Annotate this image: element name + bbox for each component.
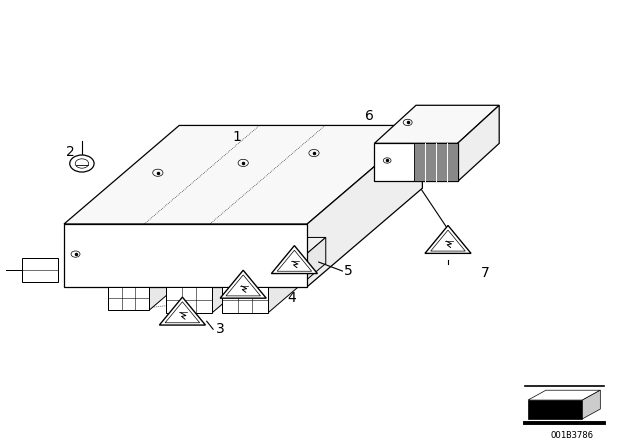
Polygon shape xyxy=(212,237,270,313)
Polygon shape xyxy=(528,390,600,400)
Polygon shape xyxy=(374,105,499,143)
Polygon shape xyxy=(22,258,58,282)
Polygon shape xyxy=(307,125,422,287)
Text: 2: 2 xyxy=(66,145,75,159)
Polygon shape xyxy=(108,237,207,287)
Polygon shape xyxy=(222,237,326,287)
Polygon shape xyxy=(458,105,499,181)
Polygon shape xyxy=(582,390,600,419)
Polygon shape xyxy=(374,143,458,181)
Polygon shape xyxy=(268,237,326,313)
Polygon shape xyxy=(166,287,212,313)
Polygon shape xyxy=(159,297,205,325)
Circle shape xyxy=(70,155,94,172)
Text: 3: 3 xyxy=(216,322,225,336)
Polygon shape xyxy=(271,246,317,274)
Polygon shape xyxy=(64,224,307,287)
Text: 5: 5 xyxy=(344,264,353,278)
Polygon shape xyxy=(166,237,270,287)
Text: OO1B3786: OO1B3786 xyxy=(550,431,593,440)
Polygon shape xyxy=(222,287,268,313)
Polygon shape xyxy=(414,143,458,181)
Polygon shape xyxy=(64,125,422,224)
Text: 4: 4 xyxy=(287,291,296,305)
Polygon shape xyxy=(108,287,149,310)
Polygon shape xyxy=(149,237,207,310)
Polygon shape xyxy=(425,225,471,254)
Text: 1: 1 xyxy=(232,129,241,144)
Polygon shape xyxy=(528,400,582,419)
Text: 7: 7 xyxy=(481,266,490,280)
Polygon shape xyxy=(220,270,266,298)
Text: 6: 6 xyxy=(365,109,374,124)
